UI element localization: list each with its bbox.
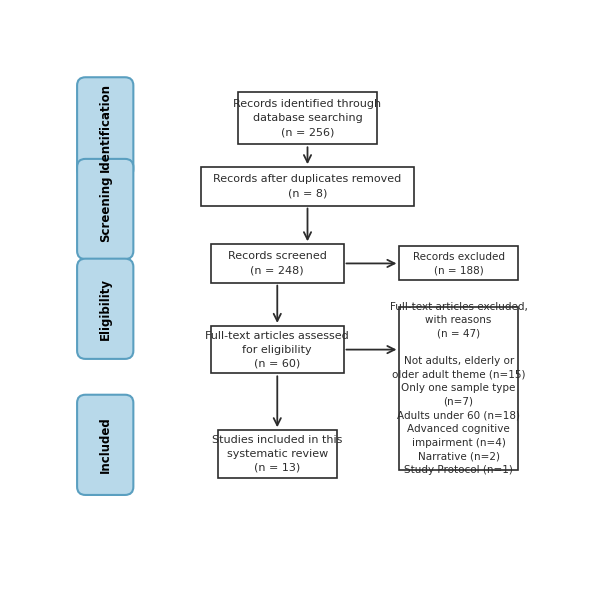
Text: Records after duplicates removed
(n = 8): Records after duplicates removed (n = 8) <box>214 174 401 198</box>
FancyBboxPatch shape <box>211 244 344 283</box>
FancyBboxPatch shape <box>400 306 518 470</box>
FancyBboxPatch shape <box>77 395 133 495</box>
Text: Screening: Screening <box>99 176 112 242</box>
Text: Full-text articles excluded,
with reasons
(n = 47)

Not adults, elderly or
older: Full-text articles excluded, with reason… <box>389 302 527 475</box>
FancyBboxPatch shape <box>77 259 133 359</box>
Text: Studies included in this
systematic review
(n = 13): Studies included in this systematic revi… <box>212 435 343 473</box>
Text: Full-text articles assessed
for eligibility
(n = 60): Full-text articles assessed for eligibil… <box>205 330 349 369</box>
Text: Eligibility: Eligibility <box>99 278 112 340</box>
Text: Records screened
(n = 248): Records screened (n = 248) <box>228 252 327 276</box>
FancyBboxPatch shape <box>211 326 344 373</box>
Text: Included: Included <box>99 416 112 473</box>
Text: Records excluded
(n = 188): Records excluded (n = 188) <box>413 252 505 275</box>
FancyBboxPatch shape <box>218 430 337 478</box>
FancyBboxPatch shape <box>77 77 133 177</box>
FancyBboxPatch shape <box>77 159 133 259</box>
Text: Identification: Identification <box>99 83 112 172</box>
FancyBboxPatch shape <box>400 246 518 280</box>
FancyBboxPatch shape <box>200 167 415 206</box>
FancyBboxPatch shape <box>238 92 377 144</box>
Text: Records identified through
database searching
(n = 256): Records identified through database sear… <box>233 100 382 137</box>
